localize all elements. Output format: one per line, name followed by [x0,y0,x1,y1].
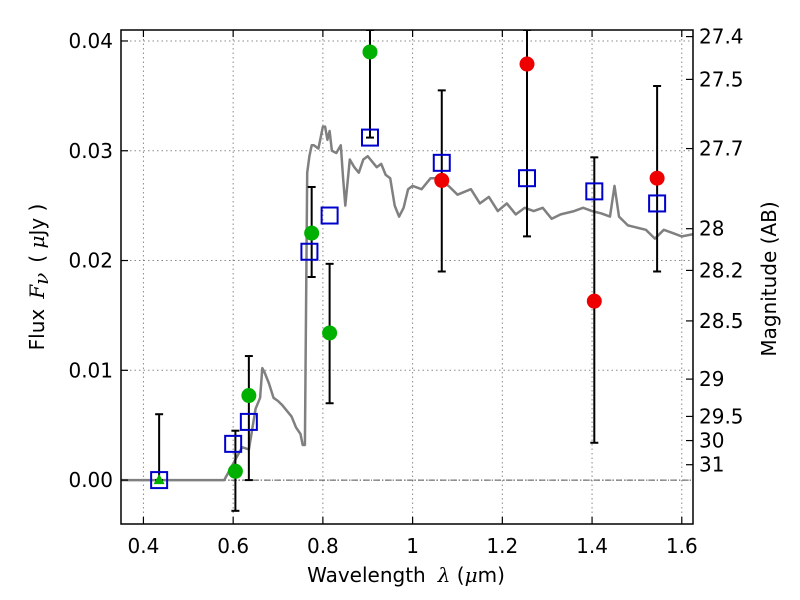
y-axis-label: Flux Fν ( μJy ) [25,204,53,351]
y-tick-label: 0.00 [68,468,113,492]
y-axis-label-text: Flux [25,309,49,351]
template-square-marker [432,153,451,172]
photometry-circle-marker [434,172,450,188]
y2-tick-label: 31 [699,453,724,477]
photometry-circle-marker [362,44,378,60]
y-tick-label: 0.04 [68,29,113,53]
x-tick-label: 0.4 [128,534,160,558]
x-axis-label: Wavelength λ (μm) [307,563,505,587]
photometry-circle-marker [241,388,257,404]
x-tick-label: 1.4 [576,534,608,558]
errorbar [155,413,164,482]
y-tick-label: 0.03 [68,139,113,163]
errorbar [244,355,253,482]
template-square-marker [239,412,258,431]
y2-tick-label: 28 [699,217,724,241]
y2-tick-label: 27.7 [699,137,744,161]
y-axis-label-symbol-nu: ν [29,273,53,285]
plot-frame [120,29,694,525]
x-tick-label: 1 [406,534,419,558]
model-spectrum-line [121,125,693,482]
photometry-circle-marker [227,463,243,479]
y2-axis-label: Magnitude (AB) [757,201,781,356]
y2-tick-label: 30 [699,429,724,453]
y2-tick-label: 29 [699,367,724,391]
y2-tick-label: 27.5 [699,67,744,91]
x-tick-label: 1.6 [666,534,698,558]
template-square-marker [648,194,667,213]
data-markers [150,44,667,490]
y2-tick-label: 27.4 [699,25,744,49]
y2-tick-label: 28.5 [699,309,744,333]
template-square-marker [360,128,379,147]
x-axis-label-text: Wavelength [307,563,426,587]
template-square-marker [320,206,339,225]
y-axis-label-symbol-f: F [25,284,49,300]
photometry-circle-marker [322,325,338,341]
y-axis-label-unit-open: ( [25,249,49,263]
y-tick-label: 0.02 [68,249,113,273]
errorbars [155,30,662,512]
template-square-marker [518,169,537,188]
photometry-circle-marker [304,225,320,241]
template-square-marker [224,434,243,453]
y2-tick-label: 29.5 [699,404,744,428]
photometry-circle-marker [649,170,665,186]
x-tick-label: 0.8 [307,534,339,558]
x-axis-label-unit-mu: μ [465,563,478,587]
x-tick-label: 1.2 [486,534,518,558]
axis-ticks: 0.4 0.6 0.8 1 1.2 1.4 1.6 0.00 0.01 0.02 0.03 0.04 2… [68,25,743,558]
upper-limit-triangle-marker [153,474,165,485]
y-tick-label: 0.01 [68,358,113,382]
template-square-marker [585,182,604,201]
x-axis-label-unit-rest: m) [478,563,505,587]
template-square-marker [300,242,319,261]
template-square-marker [150,471,169,490]
y-axis-label-unit-rest: Jy ) [25,204,49,238]
photometry-circle-marker [519,56,535,72]
photometry-circle-marker [586,293,602,309]
x-axis-label-symbol: λ [437,563,451,587]
y2-tick-label: 28.2 [699,258,744,282]
x-tick-label: 0.6 [217,534,249,558]
grid [121,30,693,524]
y-axis-label-unit-mu: μ [25,236,49,249]
x-axis-label-unit-open: ( [450,563,464,587]
